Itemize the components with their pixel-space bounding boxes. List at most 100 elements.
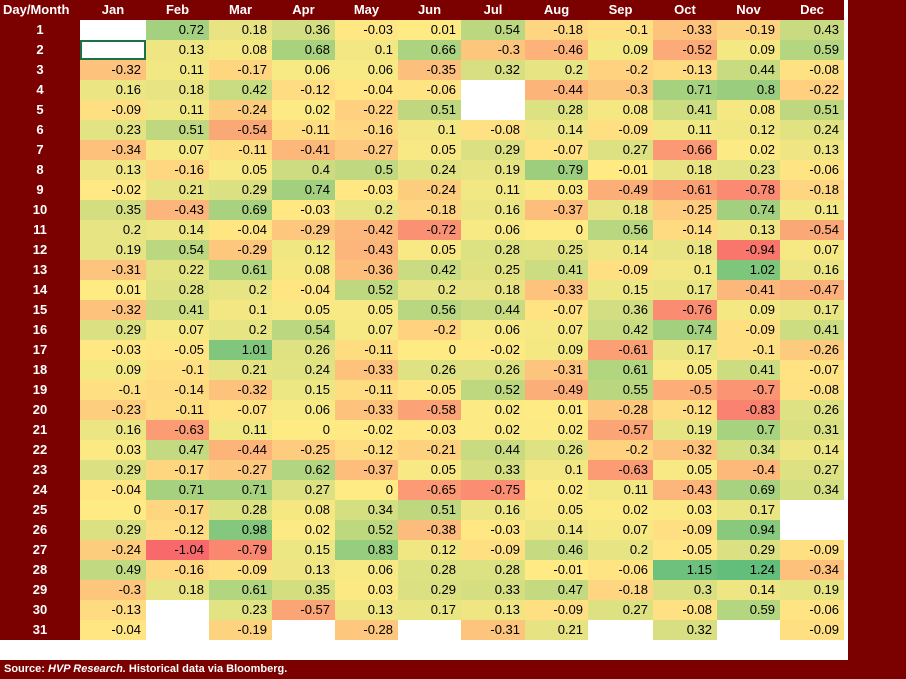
cell-jan-13[interactable]: -0.31 <box>80 260 146 280</box>
cell-jan-11[interactable]: 0.2 <box>80 220 146 240</box>
cell-aug-22[interactable]: 0.26 <box>525 440 588 460</box>
cell-mar-26[interactable]: 0.98 <box>209 520 272 540</box>
cell-feb-18[interactable]: -0.1 <box>146 360 209 380</box>
cell-jun-10[interactable]: -0.18 <box>398 200 461 220</box>
cell-may-5[interactable]: -0.22 <box>335 100 398 120</box>
cell-apr-1[interactable]: 0.36 <box>272 20 335 40</box>
cell-sep-29[interactable]: -0.18 <box>588 580 653 600</box>
cell-jan-5[interactable]: -0.09 <box>80 100 146 120</box>
cell-aug-8[interactable]: 0.79 <box>525 160 588 180</box>
cell-dec-8[interactable]: -0.06 <box>780 160 844 180</box>
cell-jul-10[interactable]: 0.16 <box>461 200 525 220</box>
cell-aug-15[interactable]: -0.07 <box>525 300 588 320</box>
cell-apr-19[interactable]: 0.15 <box>272 380 335 400</box>
cell-dec-19[interactable]: -0.08 <box>780 380 844 400</box>
cell-feb-21[interactable]: -0.63 <box>146 420 209 440</box>
cell-apr-27[interactable]: 0.15 <box>272 540 335 560</box>
cell-jul-25[interactable]: 0.16 <box>461 500 525 520</box>
cell-dec-21[interactable]: 0.31 <box>780 420 844 440</box>
cell-may-29[interactable]: 0.03 <box>335 580 398 600</box>
cell-nov-21[interactable]: 0.7 <box>717 420 780 440</box>
cell-nov-6[interactable]: 0.12 <box>717 120 780 140</box>
cell-mar-30[interactable]: 0.23 <box>209 600 272 620</box>
cell-apr-29[interactable]: 0.35 <box>272 580 335 600</box>
cell-may-3[interactable]: 0.06 <box>335 60 398 80</box>
cell-nov-30[interactable]: 0.59 <box>717 600 780 620</box>
cell-aug-4[interactable]: -0.44 <box>525 80 588 100</box>
cell-jul-18[interactable]: 0.26 <box>461 360 525 380</box>
cell-jan-3[interactable]: -0.32 <box>80 60 146 80</box>
cell-aug-17[interactable]: 0.09 <box>525 340 588 360</box>
cell-may-12[interactable]: -0.43 <box>335 240 398 260</box>
cell-jun-21[interactable]: -0.03 <box>398 420 461 440</box>
cell-aug-12[interactable]: 0.25 <box>525 240 588 260</box>
cell-oct-23[interactable]: 0.05 <box>653 460 717 480</box>
cell-may-10[interactable]: 0.2 <box>335 200 398 220</box>
cell-jan-9[interactable]: -0.02 <box>80 180 146 200</box>
cell-sep-19[interactable]: 0.55 <box>588 380 653 400</box>
cell-jul-16[interactable]: 0.06 <box>461 320 525 340</box>
cell-dec-1[interactable]: 0.43 <box>780 20 844 40</box>
cell-oct-8[interactable]: 0.18 <box>653 160 717 180</box>
cell-nov-19[interactable]: -0.7 <box>717 380 780 400</box>
cell-jun-8[interactable]: 0.24 <box>398 160 461 180</box>
cell-dec-2[interactable]: 0.59 <box>780 40 844 60</box>
cell-jul-11[interactable]: 0.06 <box>461 220 525 240</box>
cell-dec-3[interactable]: -0.08 <box>780 60 844 80</box>
cell-feb-11[interactable]: 0.14 <box>146 220 209 240</box>
cell-may-18[interactable]: -0.33 <box>335 360 398 380</box>
cell-mar-18[interactable]: 0.21 <box>209 360 272 380</box>
cell-nov-11[interactable]: 0.13 <box>717 220 780 240</box>
cell-may-14[interactable]: 0.52 <box>335 280 398 300</box>
cell-aug-14[interactable]: -0.33 <box>525 280 588 300</box>
cell-jun-22[interactable]: -0.21 <box>398 440 461 460</box>
cell-oct-10[interactable]: -0.25 <box>653 200 717 220</box>
cell-oct-30[interactable]: -0.08 <box>653 600 717 620</box>
cell-feb-2[interactable]: 0.13 <box>146 40 209 60</box>
cell-sep-30[interactable]: 0.27 <box>588 600 653 620</box>
cell-apr-9[interactable]: 0.74 <box>272 180 335 200</box>
cell-oct-18[interactable]: 0.05 <box>653 360 717 380</box>
cell-mar-6[interactable]: -0.54 <box>209 120 272 140</box>
cell-aug-7[interactable]: -0.07 <box>525 140 588 160</box>
cell-jun-9[interactable]: -0.24 <box>398 180 461 200</box>
cell-aug-25[interactable]: 0.05 <box>525 500 588 520</box>
cell-jan-26[interactable]: 0.29 <box>80 520 146 540</box>
cell-nov-15[interactable]: 0.09 <box>717 300 780 320</box>
cell-jan-23[interactable]: 0.29 <box>80 460 146 480</box>
cell-dec-25[interactable] <box>780 500 844 520</box>
cell-may-22[interactable]: -0.12 <box>335 440 398 460</box>
cell-feb-8[interactable]: -0.16 <box>146 160 209 180</box>
cell-oct-15[interactable]: -0.76 <box>653 300 717 320</box>
cell-mar-31[interactable]: -0.19 <box>209 620 272 640</box>
cell-jan-31[interactable]: -0.04 <box>80 620 146 640</box>
cell-jul-3[interactable]: 0.32 <box>461 60 525 80</box>
cell-jul-23[interactable]: 0.33 <box>461 460 525 480</box>
cell-apr-26[interactable]: 0.02 <box>272 520 335 540</box>
cell-mar-17[interactable]: 1.01 <box>209 340 272 360</box>
cell-nov-22[interactable]: 0.34 <box>717 440 780 460</box>
cell-jan-17[interactable]: -0.03 <box>80 340 146 360</box>
cell-dec-6[interactable]: 0.24 <box>780 120 844 140</box>
cell-sep-20[interactable]: -0.28 <box>588 400 653 420</box>
cell-jun-2[interactable]: 0.66 <box>398 40 461 60</box>
cell-dec-13[interactable]: 0.16 <box>780 260 844 280</box>
cell-jun-11[interactable]: -0.72 <box>398 220 461 240</box>
cell-jan-6[interactable]: 0.23 <box>80 120 146 140</box>
cell-aug-5[interactable]: 0.28 <box>525 100 588 120</box>
cell-oct-26[interactable]: -0.09 <box>653 520 717 540</box>
cell-jun-12[interactable]: 0.05 <box>398 240 461 260</box>
cell-feb-4[interactable]: 0.18 <box>146 80 209 100</box>
cell-oct-9[interactable]: -0.61 <box>653 180 717 200</box>
cell-mar-21[interactable]: 0.11 <box>209 420 272 440</box>
cell-may-16[interactable]: 0.07 <box>335 320 398 340</box>
cell-nov-17[interactable]: -0.1 <box>717 340 780 360</box>
cell-may-11[interactable]: -0.42 <box>335 220 398 240</box>
cell-sep-17[interactable]: -0.61 <box>588 340 653 360</box>
cell-jul-9[interactable]: 0.11 <box>461 180 525 200</box>
cell-jan-28[interactable]: 0.49 <box>80 560 146 580</box>
cell-jun-27[interactable]: 0.12 <box>398 540 461 560</box>
cell-jun-30[interactable]: 0.17 <box>398 600 461 620</box>
cell-jun-3[interactable]: -0.35 <box>398 60 461 80</box>
cell-dec-30[interactable]: -0.06 <box>780 600 844 620</box>
